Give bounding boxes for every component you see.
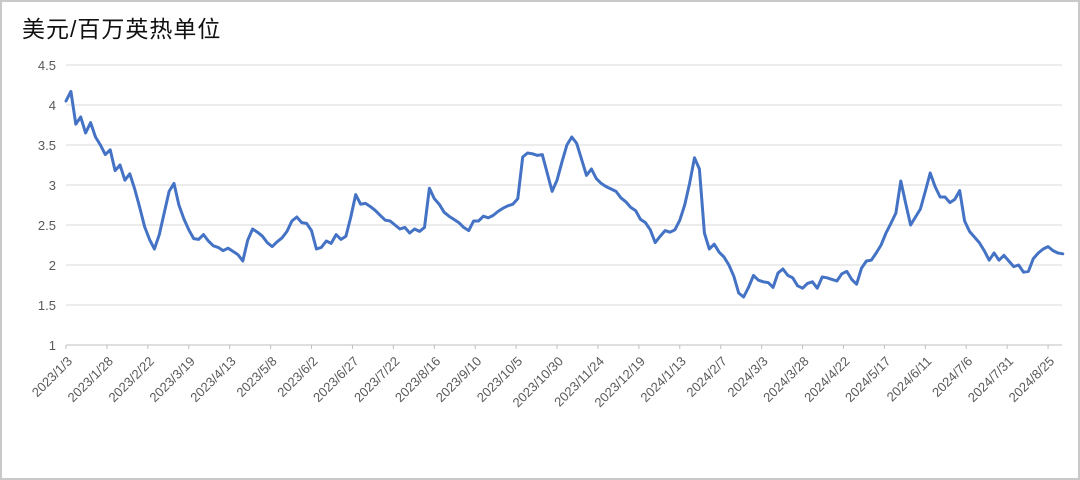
x-tick-label: 2023/5/8 <box>233 354 279 400</box>
y-tick-label: 4 <box>49 98 56 113</box>
x-axis-labels: 2023/1/32023/1/282023/2/222023/3/192023/… <box>29 354 1057 411</box>
y-tick-label: 2 <box>49 258 56 273</box>
x-tick-label: 2024/6/11 <box>884 354 935 405</box>
x-tick-label: 2024/1/13 <box>637 354 689 406</box>
y-tick-label: 1 <box>49 338 56 353</box>
x-tick-label: 2023/4/13 <box>187 354 239 406</box>
x-tick-label: 2024/2/7 <box>683 354 729 400</box>
x-axis-line <box>65 344 1062 349</box>
gridlines <box>66 64 1062 306</box>
y-tick-label: 3.5 <box>38 138 56 153</box>
y-tick-label: 3 <box>49 178 56 193</box>
x-tick-label: 2024/8/25 <box>1006 354 1058 406</box>
y-tick-label: 2.5 <box>38 218 56 233</box>
y-tick-label: 4.5 <box>38 58 56 73</box>
price-line-series <box>64 89 1065 299</box>
chart-title: 美元/百万英热单位 <box>22 16 222 42</box>
y-axis-labels: 4.5 4 3.5 3 2.5 2 1.5 1 <box>38 58 56 353</box>
y-tick-label: 1.5 <box>38 298 56 313</box>
